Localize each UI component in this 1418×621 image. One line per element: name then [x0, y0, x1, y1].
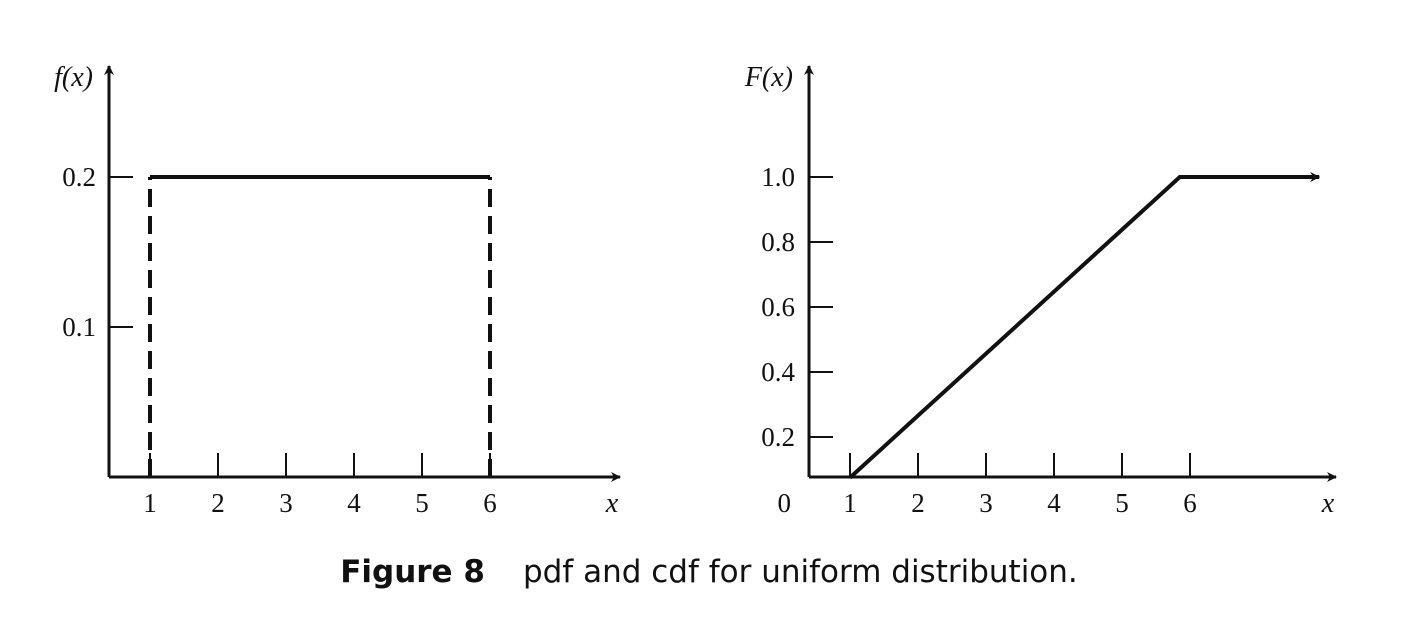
x-tick-label: 2 — [211, 488, 225, 518]
x-axis-label: x — [605, 488, 619, 519]
x-tick-label: 3 — [979, 488, 993, 518]
origin-label: 0 — [778, 488, 792, 518]
x-tick-label: 6 — [1183, 488, 1197, 518]
caption-label: Figure 8 — [340, 554, 485, 590]
figure-caption: Figure 8 pdf and cdf for uniform distribu… — [0, 554, 1418, 590]
y-tick-label: 0.4 — [761, 357, 795, 387]
y-tick-label: 0.2 — [761, 422, 795, 452]
y-axis-label: f(x) — [54, 62, 93, 93]
cdf-plot: F(x) x 1 2 3 4 5 6 0.2 0.4 0.6 0.8 1.0 0 — [744, 62, 1337, 519]
x-tick-label: 3 — [279, 488, 293, 518]
pdf-plot: f(x) x 1 2 3 4 5 6 0.1 0.2 — [54, 62, 621, 519]
x-tick-label: 1 — [143, 488, 157, 518]
y-tick-label: 0.2 — [62, 162, 96, 192]
x-tick-label: 5 — [415, 488, 429, 518]
x-tick-label: 1 — [843, 488, 857, 518]
x-axis-label: x — [1321, 488, 1335, 519]
y-tick-label: 0.6 — [761, 292, 795, 322]
y-tick-label: 0.1 — [62, 312, 96, 342]
x-tick-label: 4 — [1047, 488, 1061, 518]
y-axis-label: F(x) — [744, 62, 793, 93]
caption-text: pdf and cdf for uniform distribution. — [522, 554, 1078, 590]
cdf-line — [848, 172, 1321, 480]
x-tick-label: 2 — [911, 488, 925, 518]
x-tick-label: 6 — [483, 488, 497, 518]
y-tick-label: 1.0 — [761, 162, 795, 192]
y-tick-label: 0.8 — [761, 227, 795, 257]
x-tick-label: 4 — [347, 488, 361, 518]
x-tick-label: 5 — [1115, 488, 1129, 518]
